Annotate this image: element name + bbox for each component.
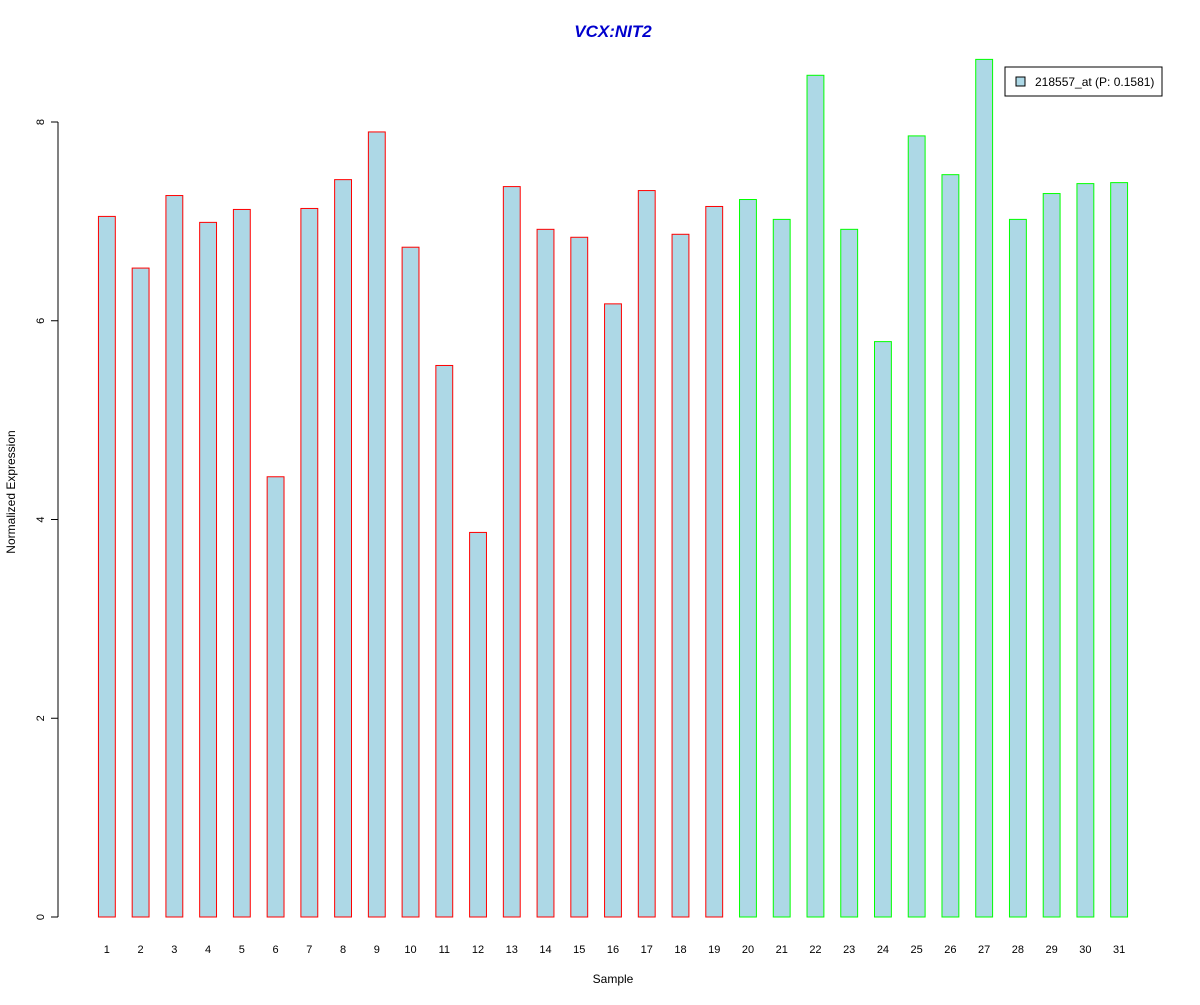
legend: 218557_at (P: 0.1581) [1004, 66, 1163, 97]
x-tick-label: 12 [472, 944, 484, 956]
x-tick-label: 6 [273, 944, 279, 956]
x-tick-labels: 1 2 3 4 5 6 7 8 9 10 11 12 13 14 15 16 17 18 19 20 21 22 23 24 2… [104, 944, 1125, 956]
bar [266, 476, 285, 918]
y-axis-label: Normalized Expression [4, 430, 18, 553]
bar [469, 531, 487, 918]
bar [570, 236, 589, 918]
x-tick-label: 24 [877, 944, 889, 956]
x-tick-label: 22 [809, 944, 821, 956]
x-tick-label: 18 [674, 944, 686, 956]
bar [907, 135, 926, 918]
x-tick-label: 30 [1079, 944, 1091, 956]
x-tick-label: 8 [340, 944, 346, 956]
legend-label: 218557_at (P: 0.1581) [1035, 75, 1154, 89]
x-tick-label: 17 [641, 944, 653, 956]
bar [637, 190, 656, 918]
y-tick-label: 2 [35, 715, 47, 721]
x-tick-label: 27 [978, 944, 990, 956]
legend-swatch [1015, 76, 1026, 87]
x-tick-label: 9 [374, 944, 380, 956]
x-tick-label: 7 [306, 944, 312, 956]
bar [334, 179, 353, 918]
x-tick-label: 29 [1046, 944, 1058, 956]
bar [874, 341, 892, 918]
x-tick-label: 19 [708, 944, 720, 956]
x-tick-label: 21 [776, 944, 788, 956]
bar [435, 364, 454, 918]
bars [97, 58, 1129, 918]
x-tick-label: 4 [205, 944, 211, 956]
x-tick-label: 13 [506, 944, 518, 956]
y-axis: 0 2 4 6 8 [35, 119, 59, 920]
bar [806, 74, 825, 918]
bar [1076, 183, 1095, 918]
y-tick-label: 8 [35, 119, 47, 125]
bar [502, 186, 521, 918]
x-tick-label: 2 [138, 944, 144, 956]
legend-box [1004, 66, 1163, 97]
bar [97, 215, 116, 918]
x-tick-label: 14 [539, 944, 551, 956]
bar [975, 58, 994, 918]
x-tick-label: 31 [1113, 944, 1125, 956]
x-axis-label: Sample [593, 972, 634, 986]
bar [536, 228, 555, 918]
bar [840, 228, 859, 918]
bar [739, 199, 757, 918]
x-tick-label: 3 [171, 944, 177, 956]
bar [705, 205, 724, 918]
bar [671, 233, 690, 918]
x-tick-label: 1 [104, 944, 110, 956]
bar [1042, 193, 1061, 918]
bar [300, 207, 319, 918]
x-tick-label: 26 [944, 944, 956, 956]
chart-title: VCX:NIT2 [574, 22, 652, 41]
x-tick-label: 16 [607, 944, 619, 956]
y-tick-label: 0 [35, 914, 47, 920]
x-tick-label: 15 [573, 944, 585, 956]
x-tick-label: 23 [843, 944, 855, 956]
bar [772, 218, 791, 918]
y-tick-label: 6 [35, 318, 47, 324]
bar [1110, 182, 1129, 918]
x-tick-label: 28 [1012, 944, 1024, 956]
x-tick-label: 11 [439, 944, 450, 956]
x-tick-label: 5 [239, 944, 245, 956]
bar [1008, 218, 1027, 918]
bar [165, 195, 184, 918]
bar [941, 174, 960, 918]
y-tick-label: 4 [35, 516, 47, 522]
x-tick-label: 25 [911, 944, 923, 956]
x-tick-label: 20 [742, 944, 754, 956]
bar [367, 131, 386, 918]
x-tick-label: 10 [404, 944, 416, 956]
bar [401, 246, 420, 918]
bar [199, 221, 218, 918]
bar [232, 208, 251, 918]
bar [604, 303, 622, 918]
bar [131, 267, 150, 918]
